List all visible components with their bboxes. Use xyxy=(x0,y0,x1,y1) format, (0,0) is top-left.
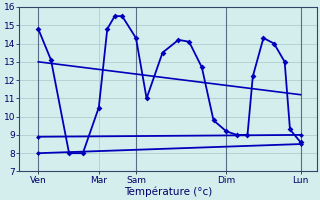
X-axis label: Température (°c): Température (°c) xyxy=(124,186,212,197)
